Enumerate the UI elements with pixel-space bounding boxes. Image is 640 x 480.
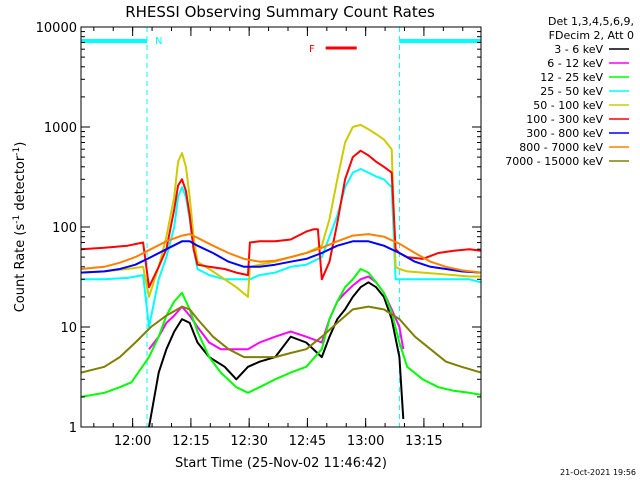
flare-label: F xyxy=(309,44,315,55)
legend-header-line-1: Det 1,3,4,5,6,9, xyxy=(548,15,634,28)
series-line-9 xyxy=(81,305,481,374)
y-axis-label-mid: detector xyxy=(13,155,28,215)
series-line-8 xyxy=(81,233,481,274)
legend-header-line-2: FDecim 2, Att 0 xyxy=(549,29,634,42)
series-line-1 xyxy=(148,281,405,427)
series-line-7 xyxy=(81,240,481,274)
y-axis-label-main: Count Rate (s xyxy=(13,224,28,313)
y-tick-label: 1 xyxy=(69,421,77,436)
plot-area xyxy=(81,27,481,427)
axes-layer: 1 10 100 1000 10000 12:00 12:15 12:30 12:45 13:00… xyxy=(36,21,481,449)
x-tick-label: 12:30 xyxy=(230,434,267,449)
annotation-layer xyxy=(81,27,481,427)
series-line-6 xyxy=(81,149,481,289)
legend-label: 800 - 7000 keV xyxy=(519,141,603,154)
y-tick-label: 100 xyxy=(52,221,77,236)
y-tick-label: 10000 xyxy=(36,21,77,36)
footer-date: 21-Oct-2021 19:56 xyxy=(560,468,636,477)
x-axis-label: Start Time (25-Nov-02 11:46:42) xyxy=(175,456,387,471)
chart-title: RHESSI Observing Summary Count Rates xyxy=(125,3,435,21)
x-tick-label: 13:15 xyxy=(405,434,442,449)
series-line-4 xyxy=(81,168,481,328)
legend-label: 3 - 6 keV xyxy=(554,43,603,56)
legend-label: 25 - 50 keV xyxy=(540,85,603,98)
y-tick-label: 10 xyxy=(60,321,77,336)
y-axis-label: Count Rate (s-1 detector-1) xyxy=(12,142,28,313)
y-axis-label-end: ) xyxy=(13,142,28,147)
y-axis-label-sup2: -1 xyxy=(12,147,22,156)
legend-label: 12 - 25 keV xyxy=(540,71,603,84)
x-tick-label: 13:00 xyxy=(347,434,384,449)
x-tick-label: 12:15 xyxy=(172,434,209,449)
x-tick-label: 12:45 xyxy=(289,434,326,449)
y-tick-label: 1000 xyxy=(44,121,77,136)
legend-label: 100 - 300 keV xyxy=(526,113,603,126)
series-line-3 xyxy=(81,268,481,398)
series-layer xyxy=(81,123,481,427)
legend-label: 6 - 12 keV xyxy=(547,57,603,70)
y-axis-label-sup1: -1 xyxy=(12,215,22,224)
legend-label: 300 - 800 keV xyxy=(526,127,603,140)
legend-label: 7000 - 15000 keV xyxy=(505,155,603,168)
legend-label: 50 - 100 keV xyxy=(533,99,603,112)
x-tick-label: 12:00 xyxy=(114,434,151,449)
night-label: N xyxy=(155,36,162,47)
legend: Det 1,3,4,5,6,9, FDecim 2, Att 0 3 - 6 k… xyxy=(505,15,634,168)
